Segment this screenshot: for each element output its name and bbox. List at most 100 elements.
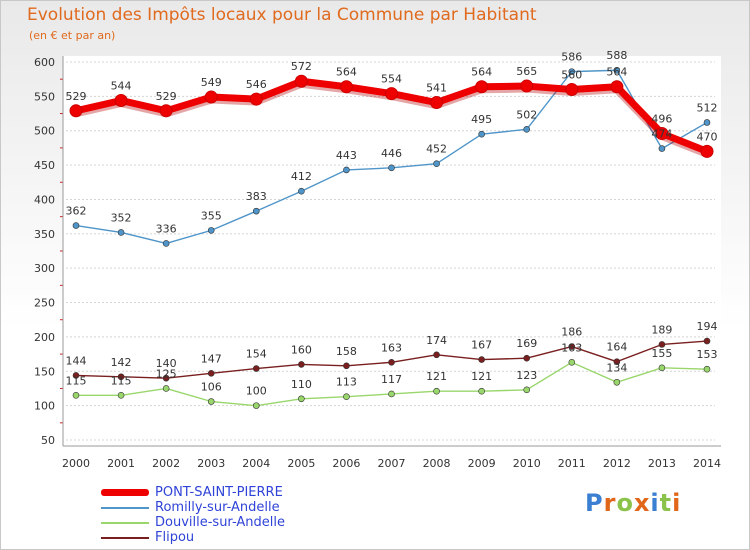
- data-point: [72, 392, 80, 399]
- data-point: [162, 385, 170, 392]
- data-point: [478, 387, 485, 395]
- data-point: [114, 93, 128, 107]
- data-label: 106: [201, 381, 222, 394]
- logo-letter: i: [672, 489, 682, 517]
- data-point: [117, 392, 125, 399]
- data-label: 496: [651, 112, 672, 125]
- y-tick-label: 200: [34, 331, 55, 344]
- data-point: [568, 343, 576, 350]
- data-point: [568, 359, 576, 366]
- data-label: 189: [651, 323, 672, 336]
- data-label: 144: [66, 354, 87, 367]
- data-label: 544: [111, 79, 132, 92]
- data-label: 355: [201, 209, 222, 222]
- data-point: [343, 393, 350, 401]
- data-point: [613, 358, 621, 365]
- data-label: 167: [471, 339, 492, 352]
- data-point: [658, 341, 666, 348]
- data-point: [658, 364, 666, 372]
- data-point: [613, 66, 621, 74]
- data-point: [339, 80, 353, 94]
- data-point: [703, 119, 711, 126]
- data-label: 155: [651, 347, 672, 360]
- x-tick-label: 2004: [242, 457, 270, 470]
- data-label: 115: [111, 374, 132, 387]
- data-point: [117, 373, 125, 381]
- data-point: [703, 337, 711, 345]
- y-tick-label: 400: [34, 193, 55, 206]
- chart-subtitle: (en € et par an): [29, 29, 116, 42]
- data-point: [703, 365, 711, 373]
- y-tick-label: 600: [34, 56, 55, 69]
- plot-area: [63, 56, 721, 446]
- data-label: 163: [381, 341, 402, 354]
- legend-item: Douville-sur-Andelle: [101, 515, 285, 530]
- data-point: [610, 80, 624, 94]
- legend-swatch: [101, 506, 149, 509]
- y-tick-label: 500: [34, 125, 55, 138]
- data-label: 121: [471, 370, 492, 383]
- data-point: [252, 207, 260, 215]
- data-label: 565: [516, 65, 537, 78]
- data-point: [523, 386, 531, 394]
- data-point: [204, 90, 218, 104]
- data-label: 153: [697, 348, 718, 361]
- data-point: [117, 229, 125, 236]
- data-point: [433, 160, 440, 168]
- data-label: 546: [246, 78, 267, 91]
- data-label: 560: [561, 68, 582, 81]
- data-label: 549: [201, 76, 222, 89]
- data-point: [658, 145, 666, 152]
- data-label: 125: [156, 367, 177, 380]
- data-point: [388, 390, 395, 398]
- data-point: [252, 402, 260, 409]
- data-label: 163: [561, 341, 582, 354]
- data-point: [700, 144, 714, 158]
- data-point: [565, 82, 579, 96]
- data-point: [655, 126, 669, 140]
- data-point: [613, 378, 621, 386]
- legend-swatch: [101, 489, 149, 496]
- data-label: 147: [201, 352, 222, 365]
- logo-letter: x: [633, 489, 651, 517]
- y-tick-label: 100: [34, 400, 55, 413]
- data-label: 446: [381, 147, 402, 160]
- data-label: 113: [336, 376, 357, 389]
- data-label: 495: [471, 113, 492, 126]
- legend-item: Romilly-sur-Andelle: [101, 500, 285, 515]
- x-tick-label: 2009: [468, 457, 496, 470]
- data-label: 564: [336, 66, 357, 79]
- x-tick-label: 2007: [378, 457, 406, 470]
- data-point: [388, 164, 395, 172]
- data-label: 174: [426, 334, 447, 347]
- legend-swatch: [101, 521, 149, 524]
- data-point: [69, 104, 83, 118]
- data-label: 541: [426, 82, 447, 95]
- data-label: 110: [291, 378, 312, 391]
- data-point: [568, 68, 576, 75]
- data-label: 115: [66, 374, 87, 387]
- data-point: [72, 222, 80, 229]
- data-label: 362: [66, 205, 87, 218]
- data-point: [430, 96, 444, 110]
- data-point: [523, 354, 531, 362]
- x-tick-label: 2002: [152, 457, 180, 470]
- data-point: [385, 87, 398, 101]
- y-tick-label: 150: [34, 365, 55, 378]
- legend-label: PONT-SAINT-PIERRE: [155, 485, 283, 500]
- data-point: [433, 351, 440, 359]
- y-tick-label: 300: [34, 262, 55, 275]
- data-point: [388, 359, 395, 366]
- data-label: 117: [381, 373, 402, 386]
- x-tick-label: 2000: [62, 457, 90, 470]
- y-tick-label: 550: [34, 90, 55, 103]
- x-tick-label: 2010: [513, 457, 541, 470]
- data-point: [249, 92, 263, 106]
- data-label: 336: [156, 222, 177, 235]
- data-point: [433, 387, 440, 395]
- data-label: 452: [426, 143, 447, 156]
- data-label: 100: [246, 385, 267, 398]
- y-tick-label: 250: [34, 297, 55, 310]
